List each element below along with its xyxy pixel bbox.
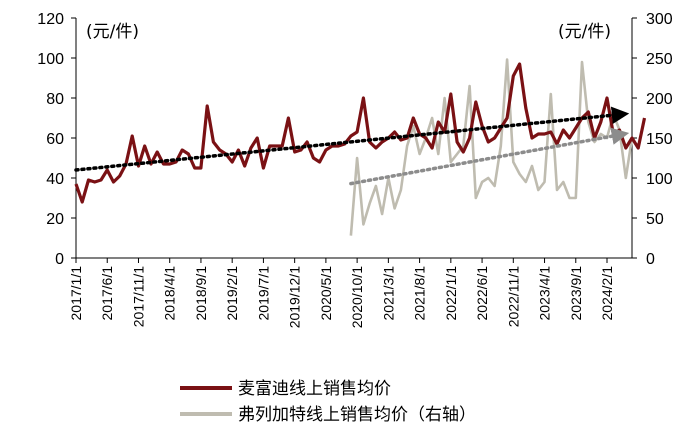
left-axis-tick-label: 40	[46, 171, 64, 188]
x-axis-tick-label: 2017/6/1	[99, 266, 115, 321]
left-axis-tick-label: 80	[46, 91, 64, 108]
x-axis-tick-label: 2024/2/1	[599, 266, 615, 321]
x-axis-tick-label: 2019/7/1	[255, 266, 271, 321]
x-axis-tick-label: 2020/10/1	[349, 266, 365, 328]
x-axis-tick-label: 2020/5/1	[318, 266, 334, 321]
x-axis-tick-label: 2019/2/1	[224, 266, 240, 321]
x-axis-tick-labels: 2017/1/1 2017/6/1 2017/11/1 2018/4/1 2018/9/…	[68, 266, 615, 329]
left-axis-tick-label: 0	[55, 251, 64, 268]
x-axis-tick-label: 2022/1/1	[443, 266, 459, 321]
series-layer	[74, 58, 647, 236]
right-axis-tick-label: 300	[646, 11, 673, 28]
x-axis-tick-label: 2023/9/1	[568, 266, 584, 321]
legend-label-series-1: 麦富迪线上销售均价	[238, 379, 391, 399]
series-line-2	[349, 58, 634, 236]
x-axis-tick-label: 2023/4/1	[537, 266, 553, 321]
legend: 麦富迪线上销售均价 弗列加特线上销售均价（右轴）	[180, 379, 476, 425]
left-axis-tick-label: 60	[46, 131, 64, 148]
right-axis-tick-label: 0	[646, 251, 655, 268]
trendline-2	[349, 127, 630, 186]
trendline-1	[74, 106, 630, 172]
x-axis-tick-label: 2021/3/1	[380, 266, 396, 321]
right-axis-tick-label: 250	[646, 51, 673, 68]
x-axis-tick-label: 2018/4/1	[162, 266, 178, 321]
axes	[71, 17, 637, 263]
left-axis-tick-labels: 0 20 40 60 80 100 120	[37, 11, 64, 268]
series-line-1	[74, 62, 647, 204]
x-axis-tick-label: 2022/11/1	[505, 266, 521, 327]
right-axis-tick-label: 50	[646, 211, 664, 228]
right-axis-tick-labels: 0 50 100 150 200 250 300	[646, 11, 673, 268]
right-axis-tick-label: 100	[646, 171, 673, 188]
left-axis-tick-label: 120	[37, 11, 64, 28]
trendline-layer	[74, 106, 630, 186]
x-axis-tick-label: 2021/8/1	[412, 266, 428, 321]
right-axis-tick-label: 150	[646, 131, 673, 148]
legend-label-series-2: 弗列加特线上销售均价（右轴）	[238, 405, 476, 425]
left-axis-tick-label: 20	[46, 211, 64, 228]
left-axis-unit: (元/件)	[86, 22, 139, 42]
x-axis-tick-label: 2022/6/1	[474, 266, 490, 321]
right-axis-tick-label: 200	[646, 91, 673, 108]
x-axis-tick-label: 2017/11/1	[130, 266, 146, 327]
x-axis-tick-label: 2019/12/1	[287, 266, 303, 328]
x-axis-tick-label: 2017/1/1	[68, 266, 84, 321]
left-axis-tick-label: 100	[37, 51, 64, 68]
right-axis-unit: (元/件)	[558, 22, 611, 42]
x-axis-tick-label: 2018/9/1	[193, 266, 209, 321]
